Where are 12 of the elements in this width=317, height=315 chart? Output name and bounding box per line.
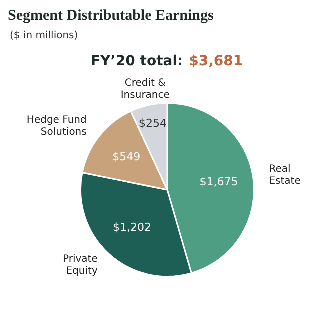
data-label: $254 (138, 116, 167, 130)
data-label: $549 (112, 150, 141, 164)
slice-label: Credit & Insurance (120, 78, 170, 102)
text: FY’20 total: (90, 54, 184, 70)
slice-label: Hedge Fund Solutions (26, 114, 87, 138)
slice-label: Real Estate (269, 164, 301, 188)
slice-label: Private Equity (63, 254, 98, 278)
text: $3,681 (189, 54, 244, 70)
data-label: $1,202 (112, 221, 152, 234)
chart-title: Segment Distributable Earnings (8, 8, 214, 24)
data-label: $1,675 (200, 176, 238, 189)
chart-subtitle: ($ in millions) (10, 30, 78, 42)
